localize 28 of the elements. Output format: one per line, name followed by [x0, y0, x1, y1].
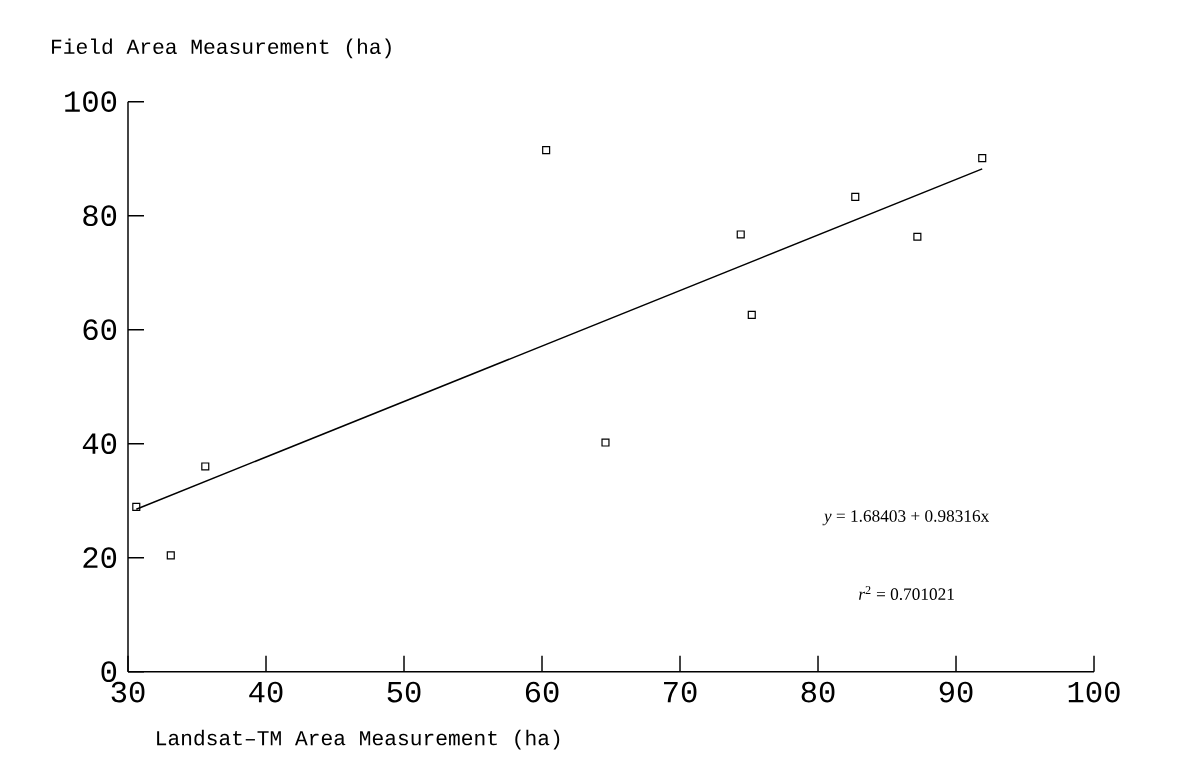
y-tick-label: 0 [101, 661, 117, 683]
point [132, 502, 141, 511]
y-tick-label: 20 [83, 547, 117, 569]
point [542, 146, 551, 155]
point [851, 192, 860, 201]
x-tick-label: 30 [111, 681, 145, 703]
y-axis-title: Field Area Measurement (ha) [52, 38, 391, 59]
annotation: r$^{2}$ = 0.701021 [859, 585, 954, 601]
x-tick-label: 70 [664, 681, 697, 703]
point [978, 154, 987, 163]
y-tick-label: 100 [65, 91, 117, 113]
point [166, 551, 175, 560]
x-tick-label: 100 [1068, 681, 1120, 703]
y-tick-label: 40 [82, 433, 117, 455]
x-axis-title: Landsat–TM Area Measurement (ha) [157, 729, 560, 750]
point [747, 310, 756, 319]
y-tick-label: 60 [83, 319, 117, 341]
x-tick-label: 60 [525, 681, 559, 703]
x-tick-label: 90 [939, 681, 973, 703]
x-tick-label: 40 [249, 681, 283, 703]
point [601, 438, 610, 447]
x-tick-label: 80 [801, 681, 835, 703]
annotation: y = 1.68403 + 0.98316x [822, 510, 990, 526]
point [201, 462, 210, 471]
x-tick-label: 50 [387, 681, 421, 703]
point [913, 232, 922, 241]
point [736, 230, 745, 239]
y-tick-label: 80 [83, 205, 117, 227]
